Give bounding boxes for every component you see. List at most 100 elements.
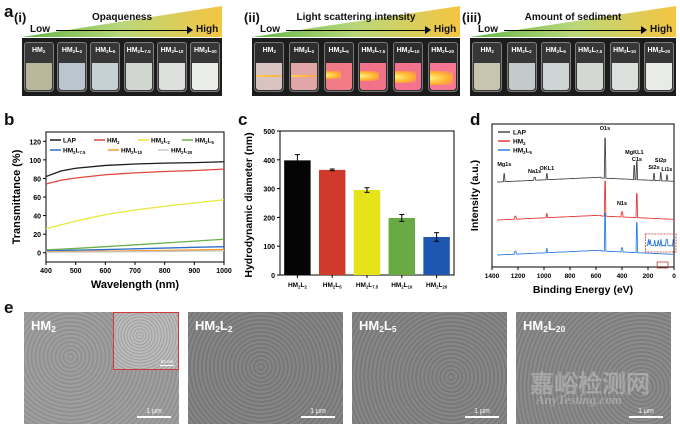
laser-beam (326, 71, 342, 79)
laser-beam (256, 75, 282, 77)
sem-sample-label: HM2L2 (195, 318, 233, 333)
x-tick-label: 800 (159, 268, 171, 275)
vial: HM2L20 (644, 42, 674, 92)
wedge-title: Light scattering intensity (252, 12, 460, 23)
peak-label: Si2p (655, 158, 667, 164)
vial-liquid (192, 63, 218, 90)
x-tick-label: 500 (70, 268, 82, 275)
x-tick-label: HM2L2 (288, 282, 307, 290)
x-tick-label: HM2L7.5 (356, 282, 379, 290)
legend-label: HM2L2 (151, 138, 170, 146)
peak-label: C1s (632, 157, 642, 163)
vial-label: HM2 (25, 47, 53, 54)
chart-d-xps: 1400 1200 1000 800 600 400 200 0 Binding Energy … (458, 112, 680, 292)
inset-scale-line (160, 365, 174, 367)
laser-beam (395, 71, 416, 83)
vial-liquid (395, 63, 421, 90)
wedge-title: Opaqueness (22, 12, 222, 23)
x-tick-label: 0 (672, 273, 676, 280)
sem-image: HM2 1 μm 50 nm (24, 312, 179, 424)
vial: HM2 (472, 42, 502, 92)
series-line-hm2l2 (46, 200, 224, 229)
vial-label: HM2L7.5 (125, 47, 153, 54)
y-axis-label: Transmittance (%) (11, 149, 23, 244)
spectrum-hm2 (497, 181, 674, 220)
vial-liquid (256, 63, 282, 90)
legend-label: LAP (63, 138, 77, 145)
scale-bar: 1 μm (137, 408, 171, 418)
arrow-icon (56, 30, 188, 31)
x-tick-label: 1400 (485, 273, 500, 280)
vial: HM2 (24, 42, 54, 92)
peak-label: O1s (600, 126, 610, 132)
scale-bar-line (465, 416, 499, 418)
scale-bar-label: 1 μm (465, 408, 499, 415)
watermark-url: AnyTesting.com (536, 392, 622, 408)
arrow-icon (504, 30, 642, 31)
vial-liquid (26, 63, 52, 90)
y-tick-label: 60 (33, 195, 41, 202)
legend-label: HM2L7.5 (63, 148, 86, 156)
vial-label: HM2L5 (91, 47, 119, 54)
peak-label: OKL1 (540, 166, 555, 172)
high-label: High (650, 24, 672, 35)
vial-label: HM2L20 (645, 47, 673, 54)
vial-label: HM2L10 (611, 47, 639, 54)
x-tick-label: 900 (188, 268, 200, 275)
y-tick-label: 200 (263, 215, 275, 222)
x-tick-label: HM2L20 (426, 282, 448, 290)
y-tick-label: 100 (29, 158, 41, 165)
low-label: Low (30, 24, 50, 35)
vial-liquid (577, 63, 603, 90)
bar (284, 160, 310, 275)
vial-label: HM2L2 (290, 47, 318, 54)
scale-bar: 1 μm (465, 408, 499, 418)
vial: HM2L2 (289, 42, 319, 92)
vial-liquid (612, 63, 638, 90)
x-tick-label: 800 (565, 273, 576, 280)
bar (423, 237, 449, 275)
chart-d-svg: 1400 1200 1000 800 600 400 200 0 Binding Energy … (458, 112, 680, 292)
sem-image: HM2L20 1 μm 嘉峪检测网 AnyTesting.com (516, 312, 671, 424)
y-tick-label: 300 (263, 187, 275, 194)
vial-label: HM2 (255, 47, 283, 54)
wedge-title: Amount of sediment (470, 12, 676, 23)
laser-beam (430, 71, 453, 85)
x-tick-label: HM2L5 (323, 282, 342, 290)
vial: HM2L5 (324, 42, 354, 92)
vial-liquid (59, 63, 85, 90)
peak-label: N1s (617, 201, 627, 207)
vial-liquid (474, 63, 500, 90)
panel-a-letter: a (4, 2, 13, 22)
chart-b-svg: 0 20 40 60 80 100 120 400 500 600 700 800 900 1000 Wav… (0, 112, 230, 292)
vial-liquid (430, 63, 456, 90)
low-label: Low (260, 24, 280, 35)
vial-liquid (326, 63, 352, 90)
vial-liquid (509, 63, 535, 90)
vial-label: HM2L10 (158, 47, 186, 54)
vial-liquid (646, 63, 672, 90)
vial-photo: HM2 HM2L2 HM2L5 HM2L7.5 HM2L10 HM2L20 (470, 38, 676, 96)
vial-liquid (92, 63, 118, 90)
peak-label: Li1s (661, 167, 672, 173)
vial-liquid (291, 63, 317, 90)
sem-image: HM2L2 1 μm (188, 312, 343, 424)
sem-sample-label: HM2L20 (523, 318, 565, 333)
vial-label: HM2 (473, 47, 501, 54)
vial: HM2L20 (428, 42, 458, 92)
legend-label: HM2L5 (195, 138, 214, 146)
vial-label: HM2L7.5 (576, 47, 604, 54)
y-tick-label: 120 (29, 139, 41, 146)
vial-photo: HM2 HM2L2 HM2L5 HM2L7.5 HM2L10 HM2L20 (22, 38, 222, 96)
inset-image: 50 nm (113, 312, 179, 370)
vial-photo: HM2 HM2L2 HM2L5 HM2L7.5 HM2L10 HM2L20 (252, 38, 460, 96)
y-tick-label: 20 (33, 232, 41, 239)
vial: HM2L7.5 (358, 42, 388, 92)
legend-label: HM2L20 (171, 148, 193, 156)
x-tick-label: 1000 (537, 273, 552, 280)
x-axis-label: Wavelength (nm) (91, 279, 180, 291)
scale-bar-line (301, 416, 335, 418)
sem-sample-label: HM2 (31, 318, 56, 333)
vial: HM2L5 (541, 42, 571, 92)
vial: HM2L2 (57, 42, 87, 92)
